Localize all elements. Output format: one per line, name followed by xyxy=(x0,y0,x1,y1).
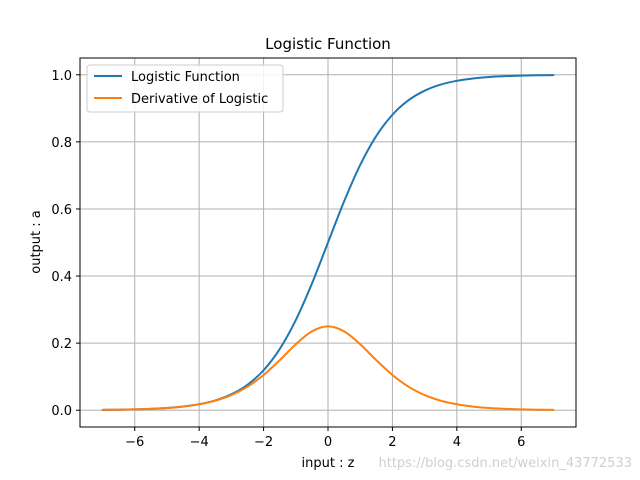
legend-label-logistic: Logistic Function xyxy=(131,70,240,85)
y-tick-label: 0.4 xyxy=(51,270,72,285)
y-tick-label: 0.8 xyxy=(51,136,72,151)
legend-label-derivative: Derivative of Logistic xyxy=(131,92,268,107)
x-axis-label: input : z xyxy=(302,456,355,471)
watermark-text: https://blog.csdn.net/weixin_43772533 xyxy=(378,456,632,471)
x-axis: −6 −4 −2 0 2 4 6 xyxy=(125,427,525,450)
y-axis: 0.0 0.2 0.4 0.6 0.8 1.0 xyxy=(51,69,80,419)
x-tick-label: −4 xyxy=(190,435,209,450)
legend: Logistic Function Derivative of Logistic xyxy=(86,64,284,113)
grid-lines xyxy=(80,58,576,427)
x-tick-label: 0 xyxy=(324,435,332,450)
y-tick-label: 0.6 xyxy=(51,203,72,218)
x-tick-label: −2 xyxy=(254,435,273,450)
series-layer xyxy=(101,74,555,411)
x-tick-label: 6 xyxy=(517,435,525,450)
series-line-derivative xyxy=(101,325,555,411)
x-tick-label: 4 xyxy=(453,435,461,450)
y-tick-label: 1.0 xyxy=(51,69,72,84)
x-tick-label: −6 xyxy=(125,435,144,450)
x-tick-label: 2 xyxy=(388,435,396,450)
legend-box xyxy=(86,64,284,113)
y-tick-label: 0.2 xyxy=(51,337,72,352)
y-tick-label: 0.0 xyxy=(51,404,72,419)
y-axis-label: output : a xyxy=(29,210,44,274)
chart-title: Logistic Function xyxy=(265,35,391,53)
